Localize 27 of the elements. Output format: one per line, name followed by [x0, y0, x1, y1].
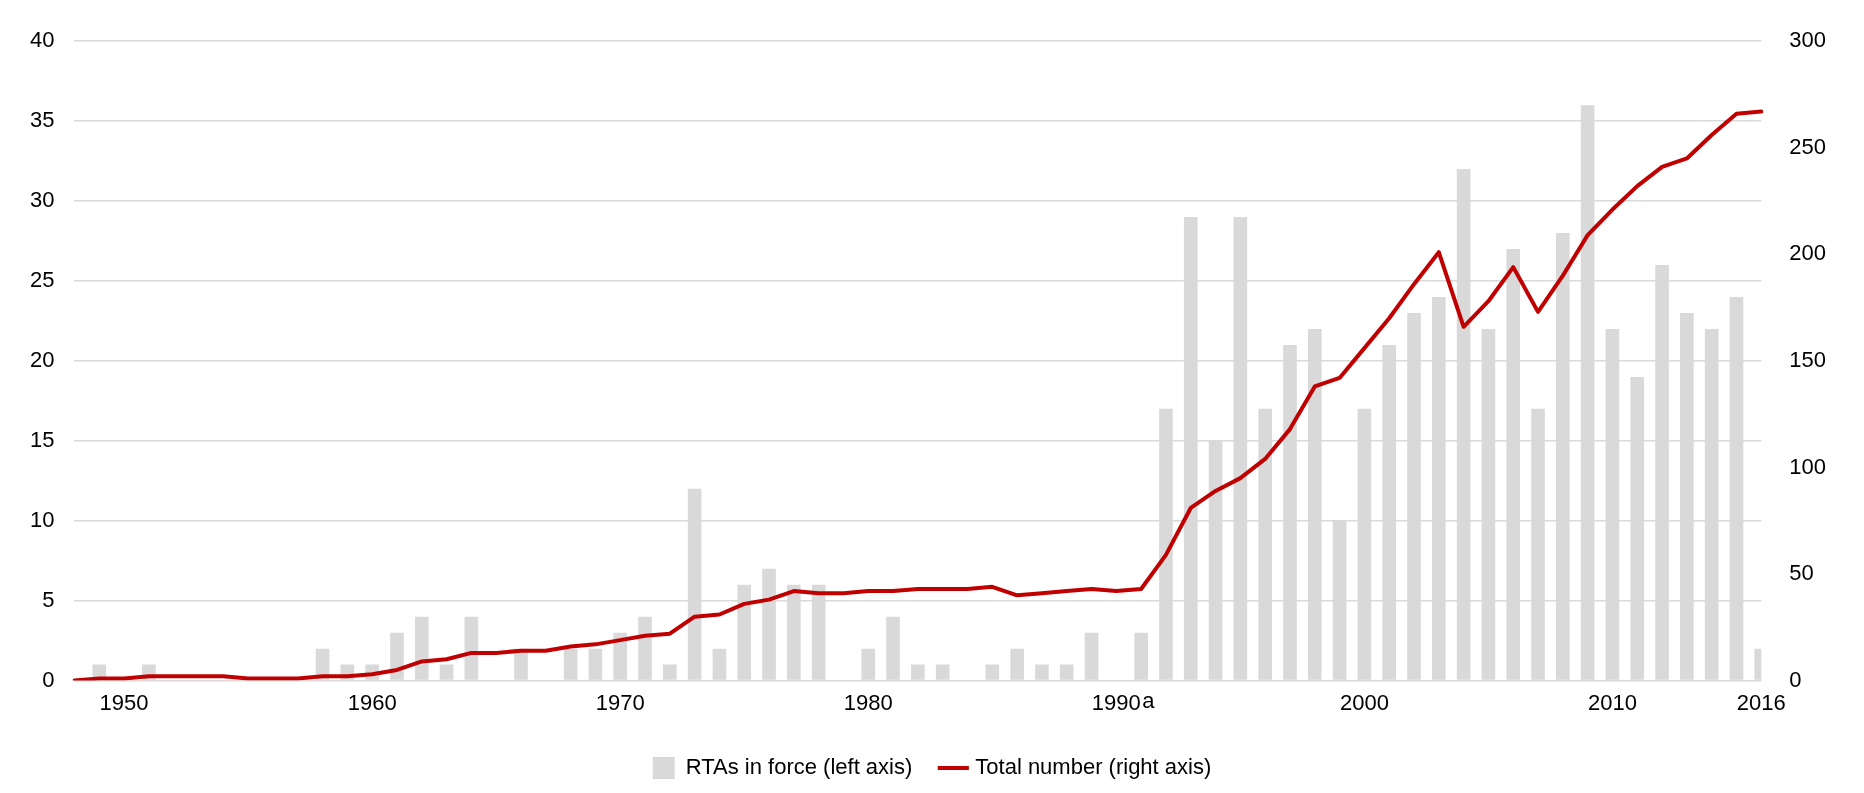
x-tick-label: 2000 [1339, 689, 1389, 715]
x-tick-label: 1990 [1091, 689, 1141, 715]
y2-tick-label: 300 [1789, 27, 1827, 53]
y2-tick-label: 0 [1789, 666, 1802, 692]
x-tick-label: 1960 [347, 689, 397, 715]
text: a [1142, 687, 1156, 713]
x-tick-label: 1970 [595, 689, 645, 715]
y2-tick-label: 250 [1789, 133, 1827, 159]
legend-label: RTAs in force (left axis) [685, 754, 913, 780]
y-tick-label: 20 [29, 346, 55, 372]
x-tick-label: 2016 [1736, 689, 1786, 715]
y2-tick-label: 50 [1789, 560, 1814, 586]
x-tick-label: 2010 [1587, 689, 1637, 715]
y-tick-label: 5 [42, 586, 55, 612]
y-tick-label: 40 [29, 27, 55, 53]
y-tick-label: 35 [29, 107, 55, 133]
y-tick-label: 25 [29, 267, 55, 293]
x-tick-label: 1950 [99, 689, 149, 715]
y-tick-label: 10 [29, 506, 55, 532]
y-tick-label: 30 [29, 187, 55, 213]
y2-tick-label: 150 [1789, 346, 1827, 372]
y-tick-label: 15 [29, 426, 55, 452]
x-tick-label: 1980 [843, 689, 893, 715]
y-tick-label: 0 [42, 666, 55, 692]
y2-tick-label: 100 [1789, 453, 1827, 479]
y2-tick-label: 200 [1789, 240, 1827, 266]
legend-label: Total number (right axis) [975, 754, 1212, 780]
